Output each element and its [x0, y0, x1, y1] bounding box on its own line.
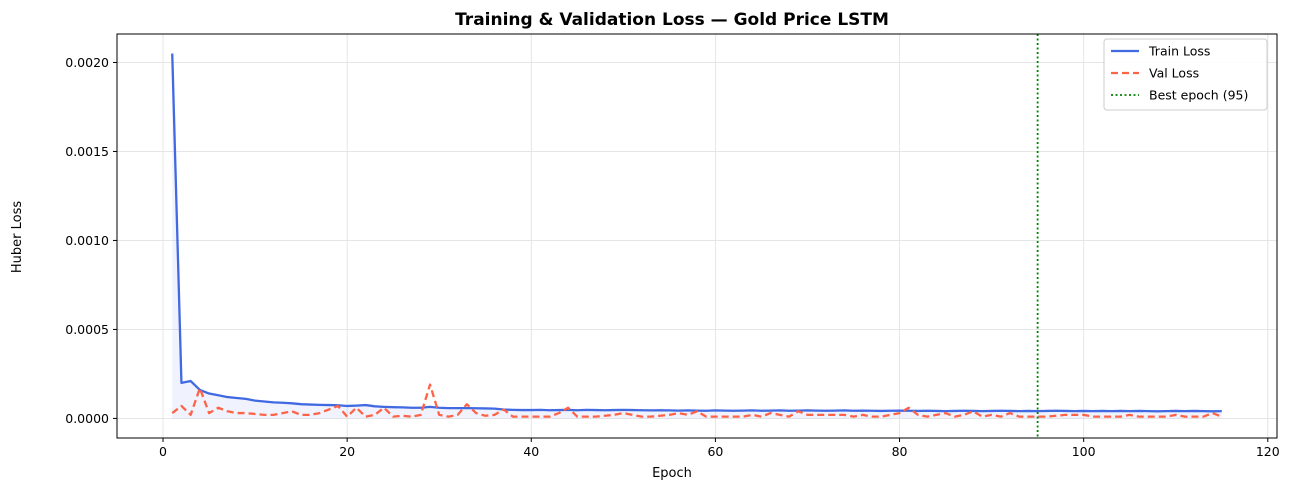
legend-best-label: Best epoch (95): [1149, 88, 1248, 103]
train-val-fill-area: [172, 53, 1222, 419]
x-axis-title: Epoch: [652, 466, 692, 481]
val-loss-line: [171, 383, 1223, 418]
x-tick-label: 60: [707, 444, 723, 459]
plot-frame: [116, 33, 1278, 439]
legend-train-label: Train Loss: [1148, 44, 1210, 59]
x-tick-label: 100: [1072, 444, 1096, 459]
y-axis: 0.0000 0.0005 0.0010 0.0015 0.0020: [65, 55, 117, 426]
train-loss-line: [171, 53, 1222, 413]
y-tick-label: 0.0000: [65, 411, 109, 426]
y-tick-label: 0.0010: [65, 233, 109, 248]
legend-val-label: Val Loss: [1149, 66, 1199, 81]
legend-box: [1103, 38, 1268, 111]
chart-title: Training & Validation Loss — Gold Price …: [455, 10, 889, 30]
legend: Train Loss Val Loss Best epoch (95): [1103, 38, 1268, 111]
x-tick-label: 20: [339, 444, 355, 459]
x-tick-label: 0: [159, 444, 167, 459]
x-tick-label: 40: [523, 444, 539, 459]
grid: [117, 34, 1277, 438]
x-tick-label: 80: [892, 444, 908, 459]
y-tick-label: 0.0005: [65, 322, 109, 337]
x-axis: 0 20 40 60 80 100 120: [159, 438, 1280, 459]
y-tick-label: 0.0020: [65, 55, 109, 70]
x-tick-label: 120: [1256, 444, 1280, 459]
y-axis-title: Huber Loss: [10, 201, 25, 273]
y-tick-label: 0.0015: [65, 144, 109, 159]
